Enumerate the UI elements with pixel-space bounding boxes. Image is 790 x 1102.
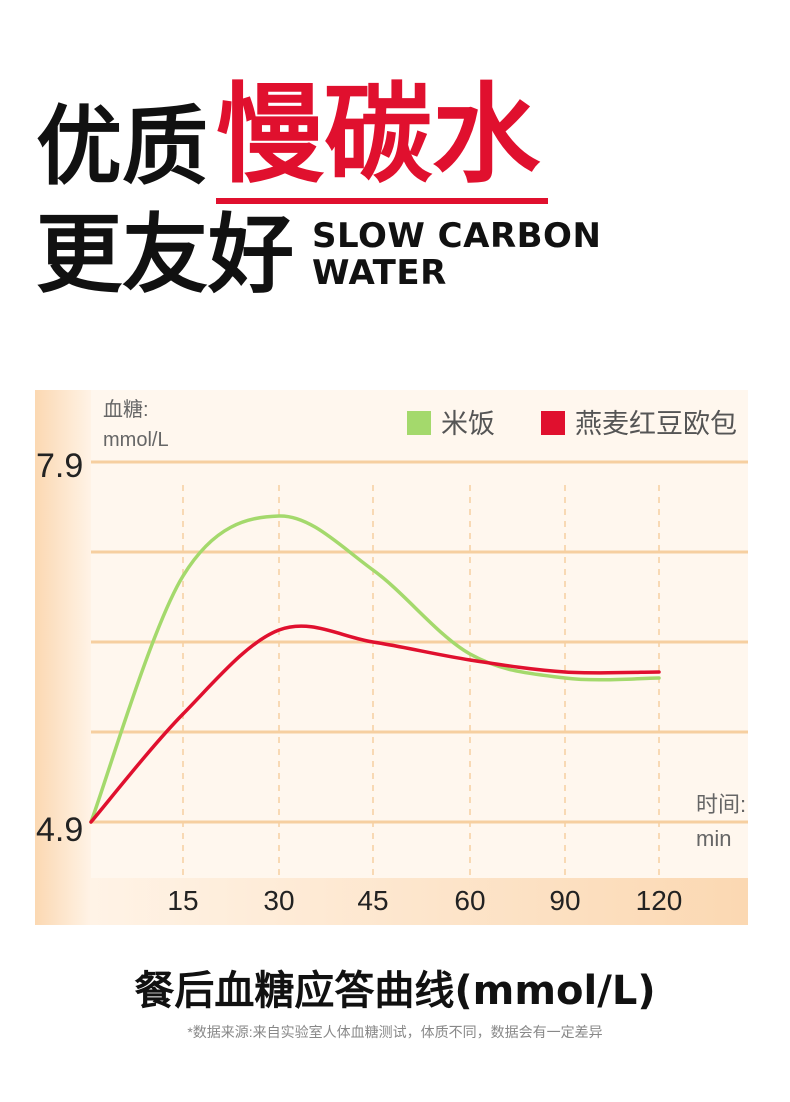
- legend-swatch-rice: [407, 411, 431, 435]
- english-subtitle-line-2: WATER: [312, 253, 447, 293]
- glucose-chart-svg: 米饭 燕麦红豆欧包 血糖: mmol/L 7.9 4.9 时间: min 15 30 45 60 90…: [35, 390, 748, 925]
- x-tick-label: 45: [357, 885, 388, 916]
- y-axis-band: [35, 390, 91, 925]
- english-subtitle-line-1: SLOW CARBON: [312, 215, 602, 256]
- headline-slow-carb: 慢碳水: [216, 73, 541, 198]
- x-tick-label: 15: [167, 885, 198, 916]
- y-axis-label-line-1: 血糖:: [103, 398, 149, 421]
- headline-line-1: 优质 慢碳水: [36, 70, 549, 204]
- headline-line-2: 更友好 SLOW CARBON WATER: [36, 212, 601, 298]
- chart-panel: [35, 390, 748, 925]
- headline-quality: 优质: [36, 97, 208, 197]
- series-line-rice: [89, 514, 661, 824]
- x-axis-band: [91, 878, 748, 925]
- headline-underline: [216, 198, 549, 204]
- legend-label-rice: 米饭: [441, 409, 495, 439]
- headline-friendlier: 更友好: [36, 205, 294, 305]
- x-axis-label-line-2: min: [696, 826, 731, 851]
- legend-label-oat-bread: 燕麦红豆欧包: [575, 409, 737, 439]
- legend-swatch-oat-bread: [541, 411, 565, 435]
- x-tick-label: 120: [636, 885, 683, 916]
- y-axis-label-line-2: mmol/L: [103, 429, 169, 451]
- x-tick-label: 60: [454, 885, 485, 916]
- chart-caption: 餐后血糖应答曲线(mmol/L): [134, 968, 656, 1014]
- x-tick-label: 90: [549, 885, 580, 916]
- data-source-note: *数据来源:来自实验室人体血糖测试，体质不同，数据会有一定差异: [187, 1024, 603, 1040]
- english-subtitle: SLOW CARBON WATER: [312, 215, 602, 293]
- glucose-chart: 米饭 燕麦红豆欧包 血糖: mmol/L 7.9 4.9 时间: min 15 30 45 60 90…: [0, 380, 790, 940]
- x-axis-label-line-1: 时间:: [696, 792, 746, 817]
- y-tick-label-bottom: 4.9: [36, 811, 83, 849]
- x-tick-label: 30: [263, 885, 294, 916]
- series-line-oat-bread: [89, 624, 661, 824]
- y-tick-label-top: 7.9: [36, 447, 83, 485]
- headline-emphasis-wrap: 慢碳水: [216, 73, 549, 204]
